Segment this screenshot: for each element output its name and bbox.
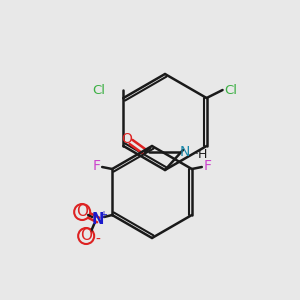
Text: F: F <box>92 159 100 173</box>
Text: Cl: Cl <box>92 83 105 97</box>
Text: N: N <box>180 145 190 159</box>
Text: O: O <box>122 132 132 146</box>
Text: F: F <box>204 159 212 173</box>
Text: -: - <box>95 233 100 247</box>
Text: O: O <box>80 229 92 244</box>
Text: O: O <box>76 205 88 220</box>
Text: N: N <box>92 212 104 227</box>
Text: +: + <box>99 209 107 220</box>
Text: ·H: ·H <box>195 148 208 160</box>
Text: Cl: Cl <box>225 83 238 97</box>
